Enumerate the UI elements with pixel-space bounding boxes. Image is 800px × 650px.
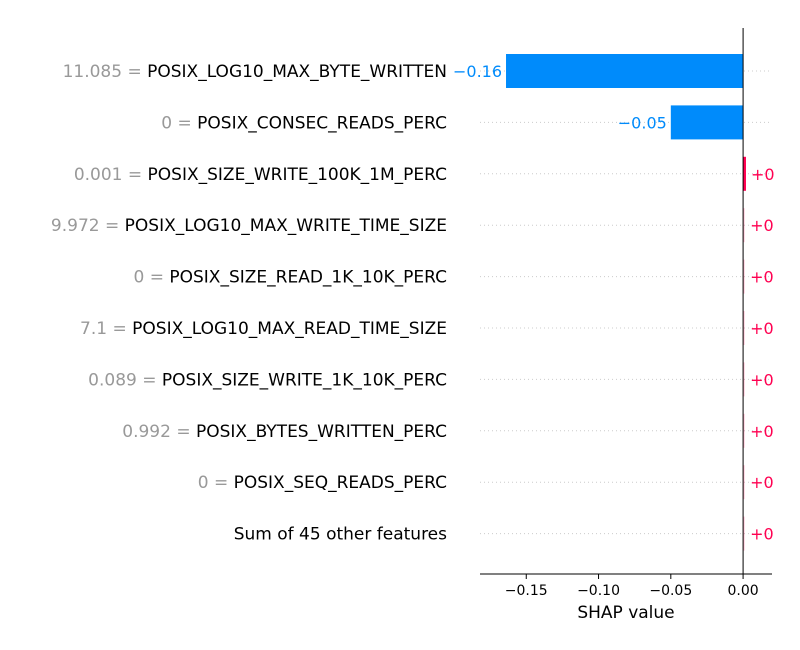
bar-value-label-10: +0: [750, 525, 774, 544]
feature-name-4: POSIX_LOG10_MAX_WRITE_TIME_SIZE: [125, 216, 447, 236]
bar-2: [670, 105, 744, 140]
feature-value-3: 0.001 =: [74, 165, 148, 185]
bar-value-label-7: +0: [750, 370, 774, 389]
feature-label-8: 0.992 = POSIX_BYTES_WRITTEN_PERC: [122, 422, 447, 442]
feature-name-2: POSIX_CONSEC_READS_PERC: [197, 113, 447, 133]
feature-label-5: 0 = POSIX_SIZE_READ_1K_10K_PERC: [134, 268, 448, 288]
bar-4: [743, 208, 745, 243]
feature-value-8: 0.992 =: [122, 422, 196, 442]
feature-label-7: 0.089 = POSIX_SIZE_WRITE_1K_10K_PERC: [88, 370, 447, 390]
bar-5: [743, 259, 745, 294]
feature-value-7: 0.089 =: [88, 370, 162, 390]
bar-value-label-2: −0.05: [618, 113, 667, 132]
bar-value-label-8: +0: [750, 422, 774, 441]
x-axis-label: SHAP value: [577, 603, 674, 623]
bar-value-label-1: −0.16: [453, 62, 502, 81]
feature-value-2: 0 =: [161, 113, 197, 133]
feature-value-5: 0 =: [134, 268, 170, 288]
bar-value-label-9: +0: [750, 473, 774, 492]
bar-7: [743, 362, 745, 397]
bar-value-label-3: +0: [751, 165, 775, 184]
bar-value-label-5: +0: [750, 268, 774, 287]
feature-label-4: 9.972 = POSIX_LOG10_MAX_WRITE_TIME_SIZE: [51, 216, 447, 236]
feature-name-7: POSIX_SIZE_WRITE_1K_10K_PERC: [162, 370, 447, 390]
bar-8: [743, 413, 745, 448]
feature-label-3: 0.001 = POSIX_SIZE_WRITE_100K_1M_PERC: [74, 165, 447, 185]
feature-value-4: 9.972 =: [51, 216, 125, 236]
feature-label-6: 7.1 = POSIX_LOG10_MAX_READ_TIME_SIZE: [80, 319, 447, 339]
bar-layer: [506, 54, 746, 551]
feature-name-9: POSIX_SEQ_READS_PERC: [234, 473, 447, 493]
bar-3: [743, 156, 746, 191]
x-tick-label-1: −0.15: [505, 583, 548, 599]
feature-value-6: 7.1 =: [80, 319, 132, 339]
bar-value-label-6: +0: [750, 319, 774, 338]
feature-value-1: 11.085 =: [63, 62, 148, 82]
feature-name-8: POSIX_BYTES_WRITTEN_PERC: [196, 422, 447, 442]
x-tick-label-3: −0.05: [649, 583, 692, 599]
feature-name-6: POSIX_LOG10_MAX_READ_TIME_SIZE: [132, 319, 447, 339]
feature-label-2: 0 = POSIX_CONSEC_READS_PERC: [161, 113, 447, 133]
feature-name-1: POSIX_LOG10_MAX_BYTE_WRITTEN: [147, 62, 447, 82]
x-tick-label-4: 0.00: [728, 583, 759, 599]
feature-label-1: 11.085 = POSIX_LOG10_MAX_BYTE_WRITTEN: [63, 62, 447, 82]
bar-10: [743, 516, 745, 551]
label-layer: −0.16 11.085 = POSIX_LOG10_MAX_BYTE_WRITT…: [51, 62, 775, 545]
bar-9: [743, 465, 745, 500]
feature-name-3: POSIX_SIZE_WRITE_100K_1M_PERC: [148, 165, 447, 185]
grid-layer: [480, 70, 772, 535]
bar-1: [506, 54, 744, 88]
feature-name-10: Sum of 45 other features: [234, 525, 447, 545]
feature-name-5: POSIX_SIZE_READ_1K_10K_PERC: [169, 268, 447, 288]
bar-value-label-4: +0: [750, 216, 774, 235]
bar-6: [743, 311, 745, 345]
x-tick-label-2: −0.10: [577, 583, 620, 599]
feature-label-10: Sum of 45 other features: [234, 525, 447, 545]
feature-value-9: 0 =: [198, 473, 234, 493]
x-axis: −0.15 −0.10 −0.05 0.00: [480, 573, 772, 599]
feature-label-9: 0 = POSIX_SEQ_READS_PERC: [198, 473, 447, 493]
